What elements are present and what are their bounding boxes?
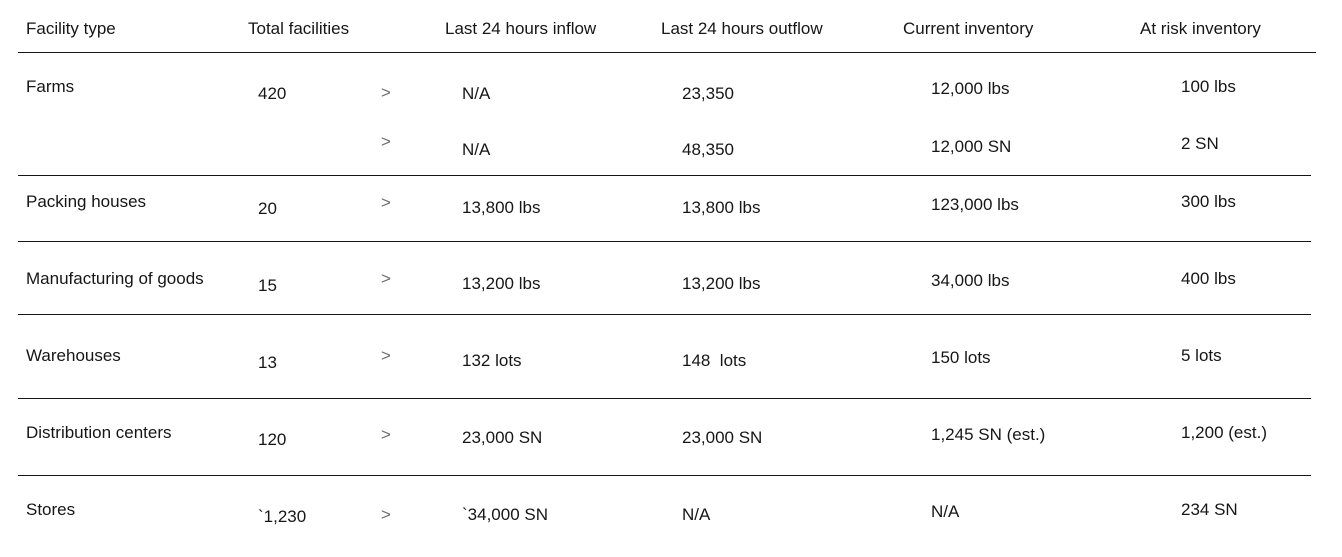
inflow-cell: 23,000 SN bbox=[462, 428, 543, 447]
current-inventory-cell: 12,000 lbs bbox=[931, 79, 1010, 98]
outflow-cell: 23,350 bbox=[682, 84, 734, 103]
outflow-cell: 23,000 SN bbox=[682, 428, 763, 447]
inflow-cell: 13,800 lbs bbox=[462, 198, 541, 217]
facility-type-cell: Packing houses bbox=[26, 192, 147, 211]
chevron-right-icon[interactable]: > bbox=[381, 193, 391, 212]
header-divider bbox=[18, 52, 1316, 53]
facility-type-cell: Farms bbox=[26, 77, 75, 96]
total-facilities-cell: 15 bbox=[258, 276, 277, 295]
inflow-cell: N/A bbox=[462, 140, 491, 159]
total-facilities-cell: 13 bbox=[258, 353, 277, 372]
current-inventory-cell: 34,000 lbs bbox=[931, 271, 1010, 290]
facility-type-cell: Stores bbox=[26, 500, 76, 519]
chevron-right-icon[interactable]: > bbox=[381, 346, 391, 365]
row-divider bbox=[18, 314, 1311, 315]
current-inventory-cell: N/A bbox=[931, 502, 960, 521]
total-facilities-cell: 420 bbox=[258, 84, 287, 103]
header-outflow[interactable]: Last 24 hours outflow bbox=[661, 19, 823, 38]
at-risk-inventory-cell: 400 lbs bbox=[1181, 269, 1236, 288]
outflow-cell: 148 lots bbox=[682, 351, 747, 370]
total-facilities-cell: 20 bbox=[258, 199, 277, 218]
row-divider bbox=[18, 398, 1311, 399]
header-total-facilities[interactable]: Total facilities bbox=[248, 19, 350, 38]
outflow-cell: 13,200 lbs bbox=[682, 274, 761, 293]
at-risk-inventory-cell: 2 SN bbox=[1181, 134, 1219, 153]
outflow-cell: N/A bbox=[682, 505, 711, 524]
total-facilities-cell: 120 bbox=[258, 430, 287, 449]
current-inventory-cell: 123,000 lbs bbox=[931, 195, 1019, 214]
chevron-right-icon[interactable]: > bbox=[381, 269, 391, 288]
outflow-cell: 48,350 bbox=[682, 140, 734, 159]
chevron-right-icon[interactable]: > bbox=[381, 132, 391, 151]
inflow-cell: `34,000 SN bbox=[462, 505, 548, 524]
facility-type-cell: Warehouses bbox=[26, 346, 121, 365]
facility-type-cell: Manufacturing of goods bbox=[26, 269, 204, 288]
header-facility-type[interactable]: Facility type bbox=[26, 19, 116, 38]
outflow-cell: 13,800 lbs bbox=[682, 198, 761, 217]
total-facilities-cell: `1,230 bbox=[258, 507, 307, 526]
at-risk-inventory-cell: 234 SN bbox=[1181, 500, 1238, 519]
inflow-cell: N/A bbox=[462, 84, 491, 103]
chevron-right-icon[interactable]: > bbox=[381, 425, 391, 444]
header-inflow[interactable]: Last 24 hours inflow bbox=[445, 19, 597, 38]
row-divider bbox=[18, 175, 1311, 176]
at-risk-inventory-cell: 300 lbs bbox=[1181, 192, 1236, 211]
current-inventory-cell: 12,000 SN bbox=[931, 137, 1012, 156]
at-risk-inventory-cell: 5 lots bbox=[1181, 346, 1222, 365]
at-risk-inventory-cell: 100 lbs bbox=[1181, 77, 1236, 96]
header-at-risk-inventory[interactable]: At risk inventory bbox=[1140, 19, 1261, 38]
facility-type-cell: Distribution centers bbox=[26, 423, 172, 442]
chevron-right-icon[interactable]: > bbox=[381, 505, 391, 524]
chevron-right-icon[interactable]: > bbox=[381, 83, 391, 102]
at-risk-inventory-cell: 1,200 (est.) bbox=[1181, 423, 1267, 442]
inflow-cell: 13,200 lbs bbox=[462, 274, 541, 293]
header-current-inventory[interactable]: Current inventory bbox=[903, 19, 1034, 38]
row-divider bbox=[18, 475, 1311, 476]
current-inventory-cell: 150 lots bbox=[931, 348, 991, 367]
current-inventory-cell: 1,245 SN (est.) bbox=[931, 425, 1046, 444]
row-divider bbox=[18, 241, 1311, 242]
inflow-cell: 132 lots bbox=[462, 351, 522, 370]
